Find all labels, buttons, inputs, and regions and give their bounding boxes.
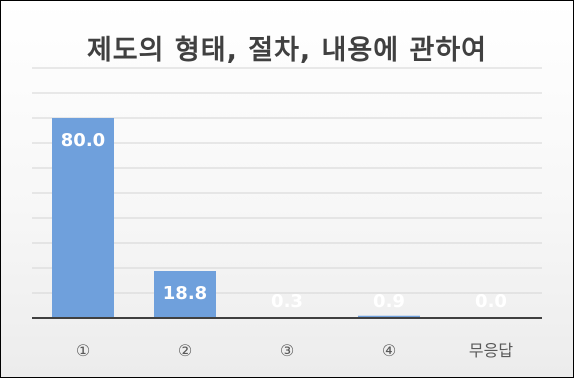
data-label: 0.0 [475,291,507,312]
x-tick-labels: ① ② ③ ④ 무응답 [76,341,514,360]
x-tick-label: ③ [280,341,294,360]
chart-title: 제도의 형태, 절차, 내용에 관하여 [86,35,488,66]
x-tick-label: 무응답 [469,341,513,360]
data-labels: 80.0 18.8 0.3 0.9 0.0 [61,130,507,312]
data-label: 0.3 [271,291,303,312]
bar [358,315,420,318]
x-tick-label: ① [76,341,90,360]
bar [154,271,216,318]
x-tick-label: ② [178,341,192,360]
bar [52,118,114,318]
x-tick-label: ④ [382,341,396,360]
data-label: 0.9 [373,291,405,312]
bars [52,118,420,318]
data-label: 18.8 [163,283,207,304]
data-label: 80.0 [61,130,105,151]
gridlines [32,67,542,294]
